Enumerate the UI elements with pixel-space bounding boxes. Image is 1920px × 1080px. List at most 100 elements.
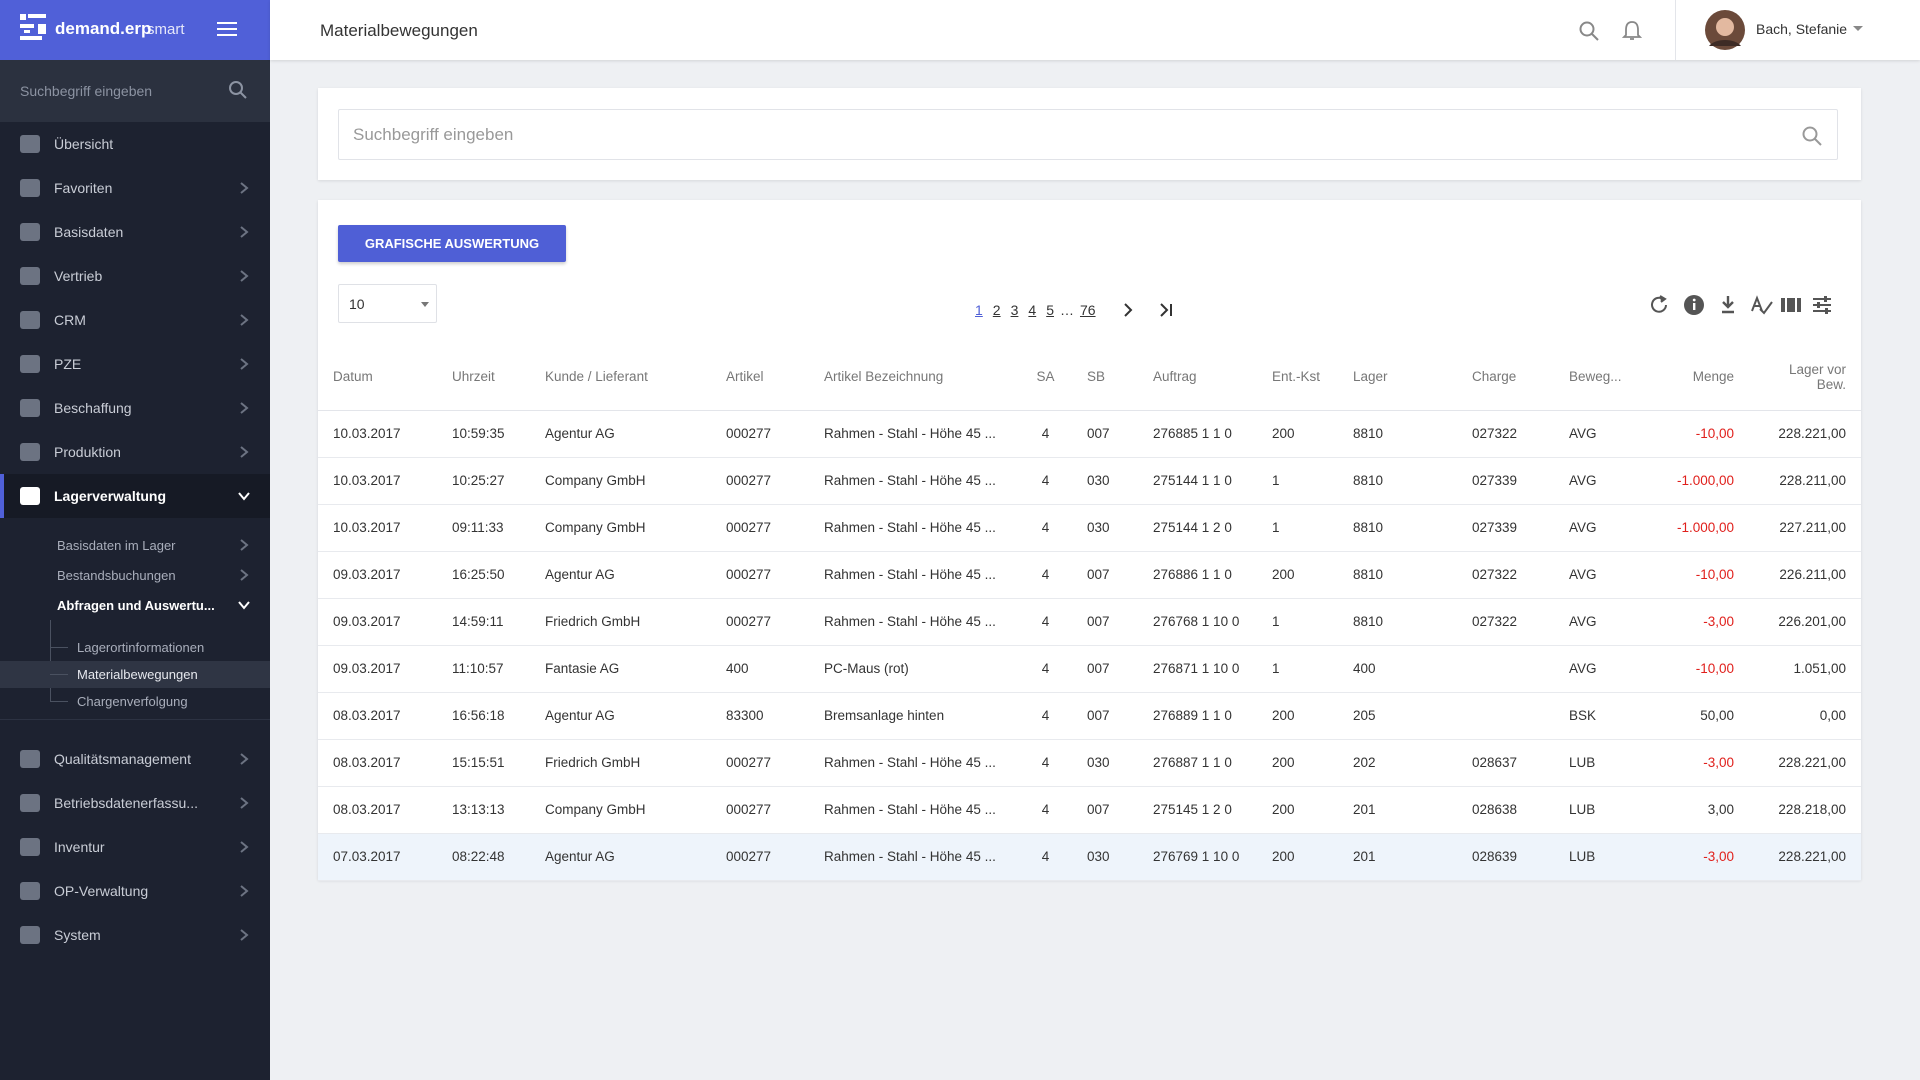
avatar[interactable] [1705,10,1745,50]
page-link[interactable]: 3 [1010,302,1019,318]
page-link[interactable]: 1 [975,302,983,318]
search-icon[interactable] [228,80,248,100]
search-icon[interactable] [1801,125,1823,147]
column-header[interactable]: SB [1072,344,1138,411]
table-cell: Agentur AG [530,551,711,599]
cell-text: 000277 [726,520,772,535]
table-cell: Agentur AG [530,833,711,881]
column-header[interactable]: Uhrzeit [437,344,530,411]
table-cell: 1.051,00 [1749,645,1861,693]
page-size-select[interactable]: 10 [338,284,437,323]
table-cell: 007 [1072,692,1138,740]
notifications[interactable] [1622,20,1642,42]
table-cell: 4 [1020,786,1072,834]
column-header[interactable]: Artikel Bezeichnung [809,344,1020,411]
table-row[interactable]: 07.03.2017 08:22:48 Agentur AG 000277 Rahmen… [318,833,1861,881]
nav-label: Betriebsdatenerfassu... [54,795,198,811]
nav-item[interactable]: Übersicht [0,122,270,166]
column-label: Ent.-Kst [1272,369,1321,385]
table-tools[interactable] [1648,293,1833,317]
nav-item[interactable]: Favoriten [0,166,270,210]
subsub-item[interactable]: Lagerortinformationen [0,634,270,661]
header-row: Datum Uhrzeit Kunde / Lieferant Artikel Arti… [318,344,1861,411]
column-header[interactable]: Menge [1660,344,1749,411]
cell-text: 226.211,00 [1779,567,1846,582]
sidebar-search[interactable]: Suchbegriff eingeben [0,60,270,122]
tree-branch [50,647,68,648]
user-caret[interactable] [1852,25,1864,33]
page-link[interactable]: 2 [992,302,1001,318]
subsub-item[interactable]: Materialbewegungen [0,661,270,688]
nav-item[interactable]: Lagerverwaltung [0,474,270,518]
search-input[interactable]: Suchbegriff eingeben [338,109,1838,160]
cell-text: 200 [1272,802,1295,817]
nav-icon [20,882,40,900]
table-row[interactable]: 09.03.2017 16:25:50 Agentur AG 000277 Rahmen… [318,551,1861,599]
column-header[interactable]: Charge [1457,344,1554,411]
column-header[interactable]: Artikel [711,344,809,411]
table-row[interactable]: 10.03.2017 10:59:35 Agentur AG 000277 Rahmen… [318,410,1861,458]
table-cell: 228.221,00 [1749,410,1861,458]
nav-item[interactable]: OP-Verwaltung [0,869,270,913]
app-name: demand.erp [55,19,152,38]
column-header[interactable]: Kunde / Lieferant [530,344,711,411]
nav-item[interactable]: Basisdaten [0,210,270,254]
app-edition: smart [147,21,185,38]
nav-item[interactable]: Beschaffung [0,386,270,430]
subsub-label: Lagerortinformationen [77,640,205,655]
chart-button[interactable]: GRAFISCHE AUSWERTUNG [338,225,566,262]
table-cell: 275144 1 1 0 [1138,457,1257,505]
cell-text: 4 [1041,708,1050,723]
column-header[interactable]: Datum [318,344,437,411]
column-header[interactable]: SA [1020,344,1072,411]
table-row[interactable]: 08.03.2017 15:15:51 Friedrich GmbH 000277 Ra… [318,739,1861,787]
last-page[interactable] [1153,302,1183,318]
nav-label: PZE [54,356,82,372]
cell-text: 007 [1087,426,1110,441]
nav-item[interactable]: Produktion [0,430,270,474]
subsub-item[interactable]: Chargenverfolgung [0,688,270,715]
nav-item[interactable]: Betriebsdatenerfassu... [0,781,270,825]
nav-item[interactable]: Inventur [0,825,270,869]
next-page[interactable] [1115,302,1145,318]
sub-item[interactable]: Abfragen und Auswertu... [0,590,270,620]
page-link[interactable]: 5 [1046,302,1054,318]
column-header[interactable]: Lager [1338,344,1457,411]
cell-text: Rahmen - Stahl - Höhe 45 ... [824,520,996,535]
cell-text: 4 [1041,567,1050,582]
nav-item[interactable]: System [0,913,270,957]
menu-toggle[interactable] [217,21,237,37]
user-name[interactable]: Bach, Stefanie [1756,21,1848,37]
table-row[interactable]: 08.03.2017 16:56:18 Agentur AG 83300 Bremsan… [318,692,1861,740]
table-row[interactable]: 10.03.2017 10:25:27 Company GmbH 000277 Rahm… [318,457,1861,505]
column-header[interactable]: Beweg... [1554,344,1660,411]
table-row[interactable]: 09.03.2017 14:59:11 Friedrich GmbH 000277 Ra… [318,598,1861,646]
column-label: Lager vor Bew. [1788,361,1846,392]
column-label: Beweg... [1569,369,1622,385]
table-row[interactable]: 09.03.2017 11:10:57 Fantasie AG 400 PC-Maus … [318,645,1861,693]
column-header[interactable]: Lager vor Bew. [1749,344,1861,411]
cell-text: 08.03.2017 [333,755,401,770]
sub-item[interactable]: Bestandsbuchungen [0,560,270,590]
chevron-down [238,601,250,610]
table-row[interactable]: 08.03.2017 13:13:13 Company GmbH 000277 Rahm… [318,786,1861,834]
cell-text: BSK [1569,708,1597,723]
cell-text: 028638 [1472,802,1518,817]
cell-text: Agentur AG [545,567,615,582]
nav-item[interactable]: CRM [0,298,270,342]
page-link[interactable]: 4 [1028,302,1037,318]
sub-item[interactable]: Basisdaten im Lager [0,530,270,560]
nav-item[interactable]: Qualitätsmanagement [0,737,270,781]
nav-item[interactable]: PZE [0,342,270,386]
chevron-path [240,539,249,551]
chevron-path [238,492,250,501]
nav-item[interactable]: Vertrieb [0,254,270,298]
column-header[interactable]: Ent.-Kst [1257,344,1338,411]
page-link[interactable]: 76 [1079,302,1096,318]
table-cell: 000277 [711,598,809,646]
column-header[interactable]: Auftrag [1138,344,1257,411]
table-row[interactable]: 10.03.2017 09:11:33 Company GmbH 000277 Rahm… [318,504,1861,552]
search-button[interactable] [1578,20,1600,42]
table-cell: 13:13:13 [437,786,530,834]
